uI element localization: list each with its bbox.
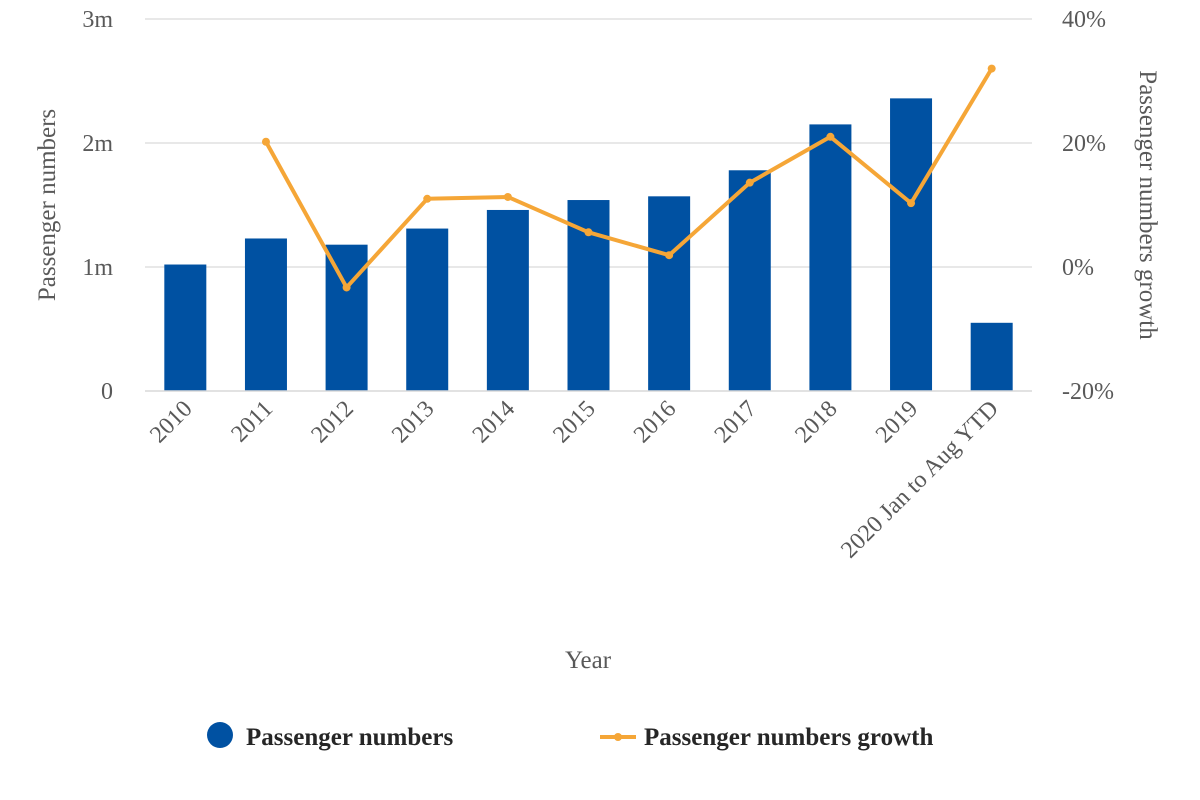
growth-point — [503, 192, 512, 201]
y2-tick-label: 20% — [1062, 131, 1106, 157]
x-tick-label: 2012 — [307, 396, 359, 448]
legend-marker-dot — [614, 733, 622, 741]
legend: Passenger numbers Passenger numbers grow… — [207, 722, 933, 751]
growth-line — [264, 67, 994, 290]
y-tick-label: 1m — [82, 255, 113, 281]
legend-label-line: Passenger numbers growth — [644, 724, 933, 751]
bar — [970, 322, 1013, 391]
growth-point — [342, 283, 351, 292]
x-tick-label: 2017 — [710, 396, 762, 448]
y-tick-label: 0 — [101, 379, 113, 405]
line-series — [261, 64, 996, 292]
y-tick-label: 2m — [82, 131, 113, 157]
bar — [728, 170, 771, 391]
bar — [244, 238, 287, 391]
growth-point — [987, 64, 996, 73]
x-tick-label: 2018 — [790, 396, 842, 448]
x-tick-label: 2019 — [871, 396, 923, 448]
bar — [486, 209, 529, 391]
x-tick-label: 2011 — [227, 396, 279, 448]
x-tick-label: 2020 Jan to Aug YTD — [836, 396, 1004, 564]
bar — [809, 124, 852, 392]
y-tick-label: 3m — [82, 7, 113, 33]
legend-label-bars: Passenger numbers — [246, 724, 453, 751]
growth-point — [423, 194, 432, 203]
y2-tick-label: -20% — [1062, 379, 1114, 405]
growth-point — [261, 137, 270, 146]
x-tick-label: 2014 — [468, 396, 520, 448]
bar-series — [164, 98, 1013, 392]
growth-point — [826, 132, 835, 141]
growth-point — [745, 178, 754, 187]
y2-tick-label: 0% — [1062, 255, 1094, 281]
growth-point — [907, 199, 916, 208]
legend-marker-bars — [207, 722, 233, 748]
bar — [164, 264, 207, 391]
legend-item-bars: Passenger numbers — [207, 722, 453, 751]
growth-point — [584, 228, 593, 237]
y2-tick-label: 40% — [1062, 7, 1106, 33]
bar — [406, 228, 449, 391]
bar — [890, 98, 933, 392]
x-tick-label: 2013 — [387, 396, 439, 448]
x-axis-title: Year — [565, 647, 612, 674]
x-tick-label: 2010 — [145, 396, 197, 448]
y-axis-title: Passenger numbers — [34, 109, 61, 301]
legend-item-line: Passenger numbers growth — [600, 724, 933, 751]
bar — [325, 244, 368, 391]
x-tick-label: 2015 — [548, 396, 600, 448]
growth-point — [665, 251, 674, 260]
y2-axis-title: Passenger numbers growth — [1134, 70, 1161, 340]
x-tick-label: 2016 — [629, 396, 681, 448]
bar — [648, 196, 691, 391]
